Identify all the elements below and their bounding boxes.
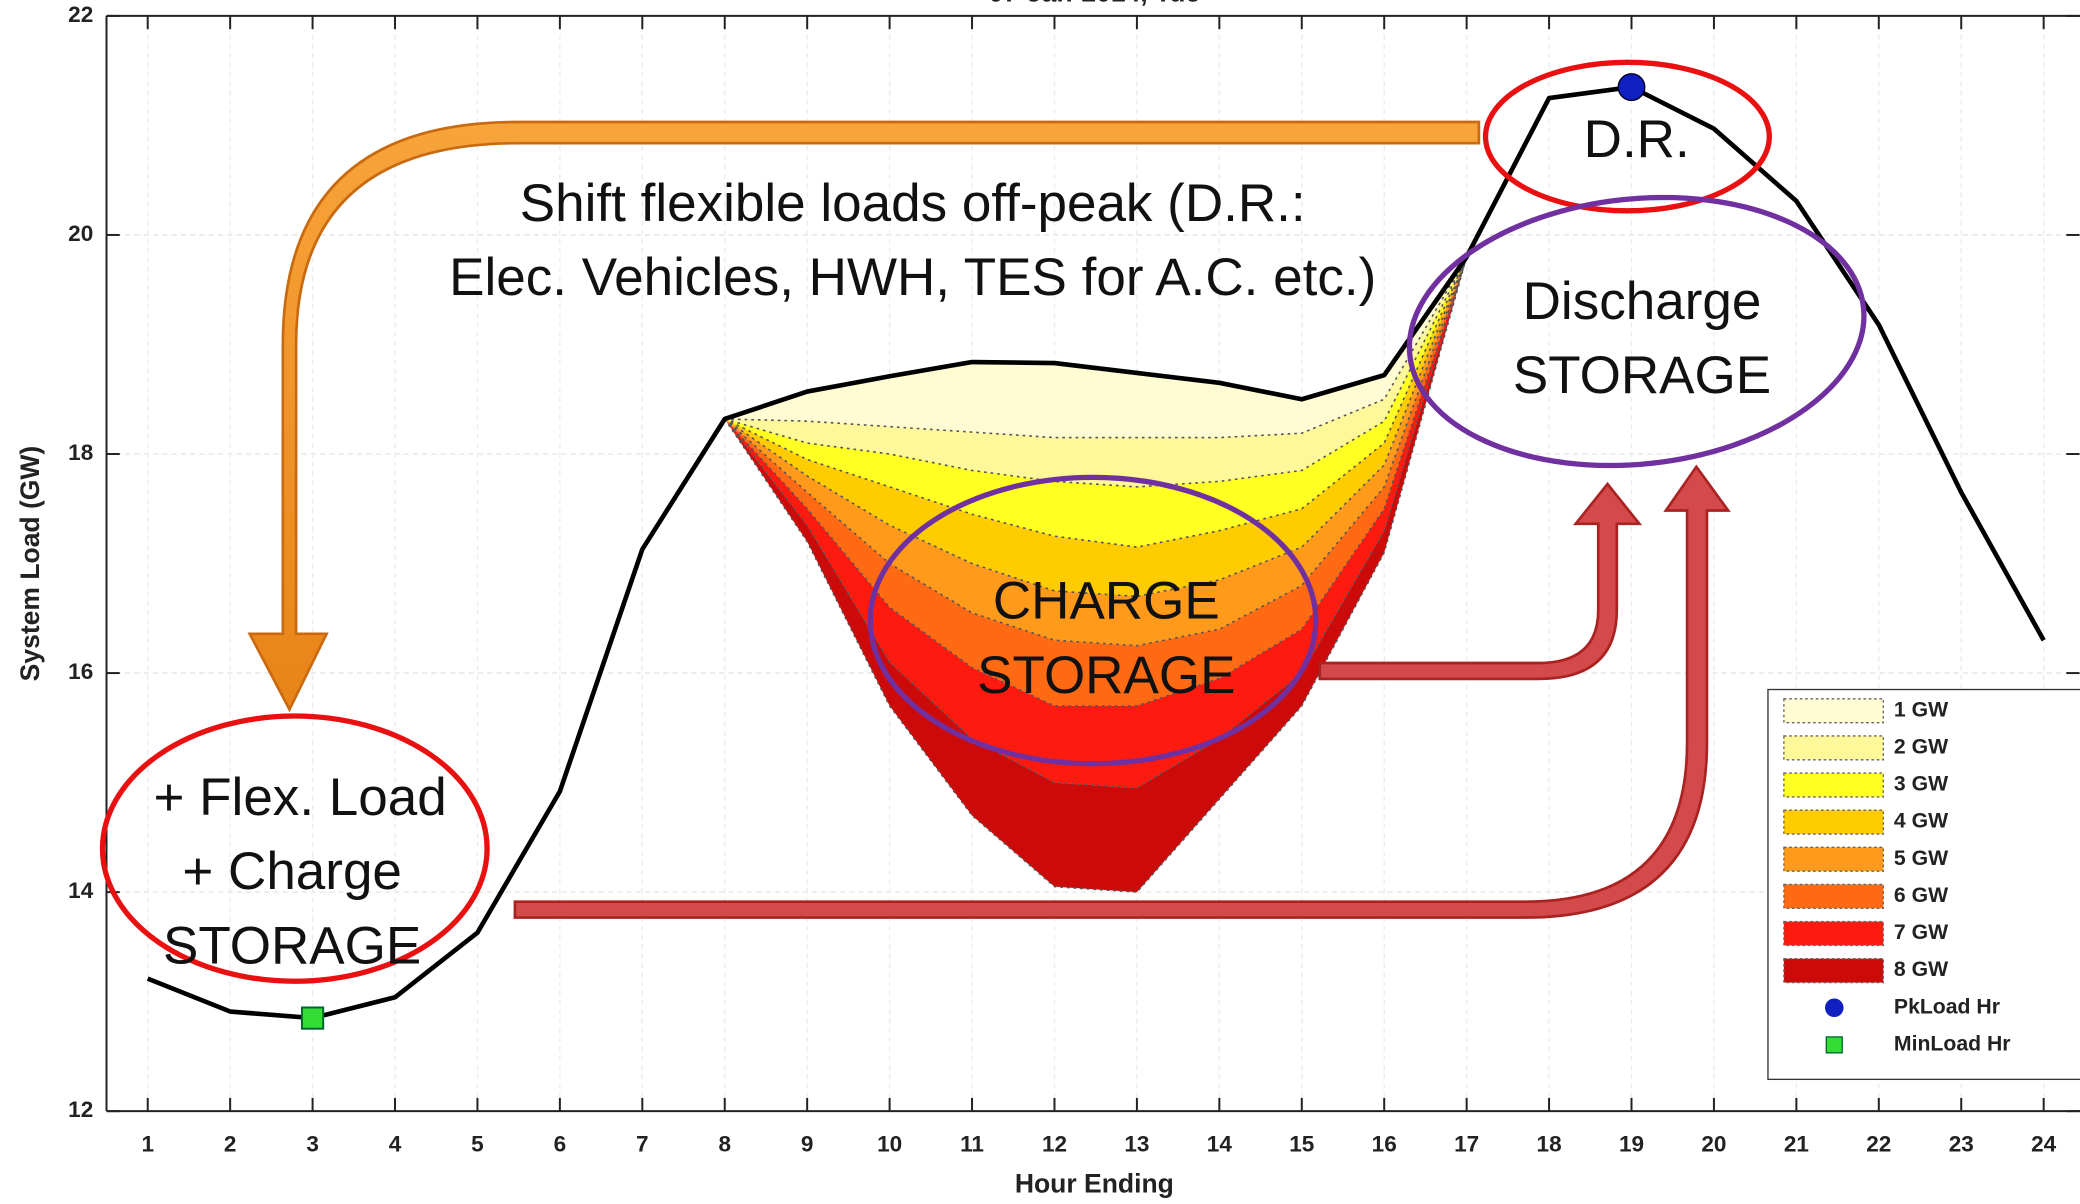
legend-label: MinLoad Hr <box>1894 1032 2011 1055</box>
x-tick-label: 22 <box>1866 1132 1891 1157</box>
x-tick-label: 9 <box>801 1132 814 1157</box>
storage-boundary <box>724 256 1468 893</box>
legend-label: PkLoad Hr <box>1894 995 2000 1018</box>
storage-area <box>724 256 1467 646</box>
annotation: STORAGE <box>163 916 421 975</box>
legend-swatch <box>1783 772 1884 798</box>
storage-boundary <box>724 256 1468 548</box>
annotation: CHARGE <box>993 572 1220 631</box>
storage-area <box>724 256 1467 487</box>
x-tick-label: 5 <box>471 1132 484 1157</box>
annotation: Discharge <box>1523 272 1762 331</box>
x-axis-label: Hour Ending <box>1015 1168 1174 1198</box>
x-tick-label: 4 <box>389 1132 402 1157</box>
y-tick-label: 20 <box>68 221 93 246</box>
x-tick-label: 24 <box>2031 1132 2057 1157</box>
shift-arrow <box>247 120 1481 713</box>
y-tick-label: 12 <box>68 1097 93 1122</box>
storage-arrow <box>513 464 1731 919</box>
storage-boundary <box>724 256 1468 707</box>
x-tick-label: 12 <box>1042 1132 1067 1157</box>
x-tick-label: 2 <box>224 1132 237 1157</box>
annotation: STORAGE <box>1513 346 1771 405</box>
annotation: STORAGE <box>977 646 1235 705</box>
storage-boundary <box>724 256 1468 789</box>
annotation: + Charge <box>182 842 402 901</box>
legend-marker <box>1825 1036 1843 1054</box>
annotation: D.R. <box>1584 110 1690 169</box>
y-tick-label: 22 <box>68 2 93 27</box>
y-axis-label: System Load (GW) <box>15 446 45 682</box>
x-tick-label: 11 <box>960 1132 984 1157</box>
storage-boundary <box>724 256 1468 598</box>
legend-swatch <box>1783 735 1884 761</box>
min-marker <box>300 1006 325 1030</box>
flex-ellipse <box>99 713 490 984</box>
storage-area <box>724 256 1467 706</box>
y-tick-label: 16 <box>68 659 93 684</box>
storage-area <box>724 256 1467 438</box>
legend-swatch <box>1783 883 1884 909</box>
x-tick-label: 7 <box>636 1132 649 1157</box>
legend-label: 2 GW <box>1894 735 1948 758</box>
dr-ellipse <box>1482 59 1772 214</box>
legend-swatch <box>1783 920 1884 947</box>
storage-area <box>724 256 1467 597</box>
annotations: Shift flexible loads off-peak (D.R.: Ele… <box>99 59 1867 984</box>
x-tick-label: 20 <box>1701 1132 1726 1157</box>
x-tick-label: 14 <box>1207 1132 1233 1157</box>
x-tick-label: 10 <box>877 1132 902 1157</box>
legend-label: 5 GW <box>1894 847 1948 870</box>
x-tick-label: 21 <box>1784 1132 1809 1157</box>
y-tick-label: 18 <box>68 440 93 465</box>
legend-swatch <box>1783 698 1884 724</box>
x-tick-label: 16 <box>1372 1132 1397 1157</box>
load-line <box>146 84 2046 1021</box>
storage-area <box>724 256 1467 789</box>
legend-swatch <box>1783 846 1884 872</box>
annotation: Elec. Vehicles, HWH, TES for A.C. etc.) <box>449 248 1376 307</box>
storage-area <box>724 256 1467 548</box>
x-tick-label: 1 <box>141 1132 154 1157</box>
x-tick-label: 3 <box>306 1132 319 1157</box>
discharge-ellipse <box>1406 194 1867 469</box>
legend-label: 7 GW <box>1894 921 1948 944</box>
annotation: Shift flexible loads off-peak (D.R.: <box>520 174 1306 233</box>
annotation: + Flex. Load <box>153 768 446 827</box>
y-tick-label: 14 <box>68 878 94 903</box>
legend-label: 3 GW <box>1894 773 1948 796</box>
chart-title: 07-Jan-2014, Tue <box>989 0 1201 8</box>
x-tick-label: 8 <box>718 1132 731 1157</box>
x-tick-label: 17 <box>1454 1132 1479 1157</box>
peak-marker <box>1617 73 1646 102</box>
x-tick-label: 23 <box>1949 1132 1974 1157</box>
charge-ellipse <box>867 474 1319 767</box>
legend-swatch <box>1783 809 1884 835</box>
x-tick-label: 15 <box>1289 1132 1314 1157</box>
legend-label: 8 GW <box>1894 958 1948 981</box>
x-tick-label: 6 <box>554 1132 567 1157</box>
legend-label: 1 GW <box>1894 698 1948 721</box>
legend-marker <box>1824 998 1844 1018</box>
legend-label: 6 GW <box>1894 884 1948 907</box>
storage-boundary <box>724 256 1468 488</box>
storage-boundary <box>724 256 1468 439</box>
discharge-arrow <box>1318 481 1643 681</box>
x-tick-label: 13 <box>1124 1132 1149 1157</box>
legend-label: 4 GW <box>1894 810 1948 833</box>
x-tick-label: 18 <box>1537 1132 1562 1157</box>
x-tick-label: 19 <box>1619 1132 1644 1157</box>
legend-swatch <box>1783 958 1884 984</box>
